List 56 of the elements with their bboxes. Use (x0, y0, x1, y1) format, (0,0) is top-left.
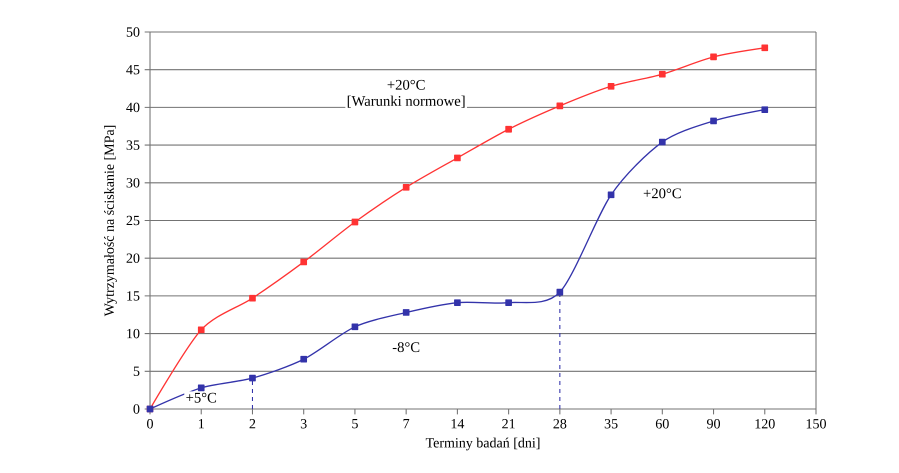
point (710, 54, 717, 60)
x-tick-label: 14 (452, 419, 464, 428)
y-tick-label: 0 (133, 404, 140, 414)
point (300, 258, 308, 266)
point (761, 44, 768, 52)
x-tick-label: 21 (502, 419, 515, 428)
x-tick-label: 7 (404, 419, 410, 428)
annotation: [Warunki normowe] (348, 96, 465, 108)
point (300, 356, 308, 363)
y-tick-label: 45 (126, 65, 140, 74)
y-tick-label: 20 (126, 253, 140, 263)
point (402, 184, 410, 191)
point (505, 126, 512, 133)
y-tick-label: 30 (126, 178, 140, 188)
point (249, 374, 256, 382)
point (710, 118, 717, 124)
point (454, 154, 461, 162)
x-tick-label: 0 (147, 419, 153, 428)
annotation: +20°C (644, 188, 681, 198)
annotation: -8°C (392, 342, 420, 352)
x-tick-label: 120 (756, 419, 775, 428)
x-tick-label: 3 (300, 419, 307, 428)
point (402, 309, 410, 316)
y-axis-title: Wytrzymałość na ściskanie [MPa] (104, 126, 117, 316)
point (556, 288, 564, 296)
x-tick-label: 90 (707, 419, 720, 428)
point (352, 218, 358, 226)
y-tick-label: 35 (126, 140, 140, 150)
x-tick-label: 35 (604, 419, 618, 428)
point (505, 299, 512, 306)
annotation: +20°C (388, 80, 425, 90)
x-tick-label: 60 (656, 419, 669, 428)
x-tick-label: 5 (352, 419, 358, 428)
point (352, 323, 358, 330)
point (556, 102, 564, 110)
y-tick-label: 10 (127, 328, 140, 338)
x-tick-label: 28 (553, 419, 566, 428)
y-tick-label: 40 (126, 102, 140, 112)
annotation: +5°C (186, 392, 216, 403)
point (658, 138, 666, 146)
x-tick-label: 150 (806, 419, 826, 428)
point (454, 299, 461, 306)
point (608, 192, 614, 198)
y-tick-label: 5 (134, 366, 140, 376)
point (761, 106, 768, 113)
y-tick-label: 50 (126, 27, 140, 37)
point (608, 82, 614, 90)
point (198, 384, 205, 392)
y-tick-label: 25 (126, 216, 140, 226)
x-tick-label: 1 (198, 419, 204, 428)
point (658, 70, 666, 78)
x-axis-title: Terminy badań [dni] (426, 438, 540, 450)
point (249, 294, 256, 302)
point (198, 326, 205, 334)
x-tick-label: 2 (250, 419, 256, 428)
y-tick-label: 15 (127, 291, 140, 301)
